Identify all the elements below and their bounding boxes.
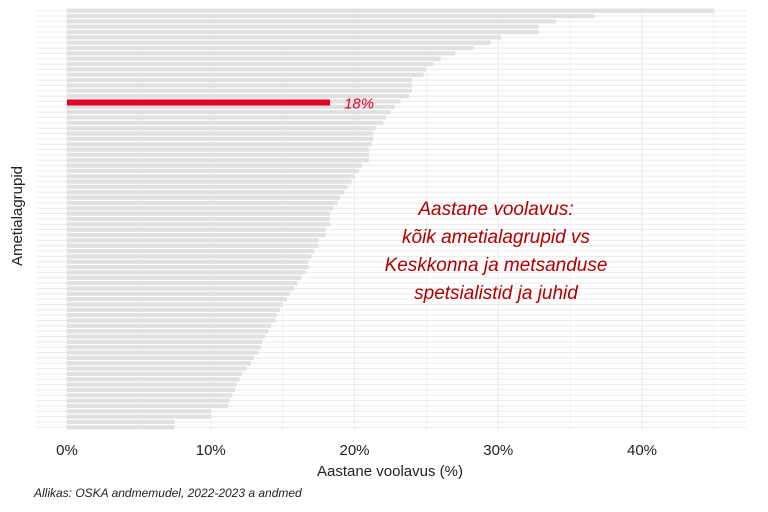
bar [67,393,233,398]
bar [67,254,312,259]
y-axis-label: Ametialagrupid [9,166,26,266]
bar [67,136,374,141]
bar [67,403,228,409]
bar [67,307,280,312]
bar [67,163,362,168]
annotation-line: spetsialistid ja juhid [414,283,579,304]
bar [67,313,277,318]
bar [67,147,369,152]
x-tick-label: 40% [627,442,657,459]
bar [67,29,539,35]
chart-annotation: Aastane voolavus: kõik ametialagrupid vs K… [385,199,608,304]
source-caption: Allikas: OSKA andmemudel, 2022-2023 a an… [34,486,302,500]
bar [67,323,272,328]
bar [67,227,326,232]
bar [67,120,384,125]
annotation-line: Aastane voolavus: [417,199,573,220]
bar [67,152,369,157]
bar [67,222,331,227]
highlight-bar [67,99,331,106]
bar [67,179,352,184]
bar [67,190,345,195]
bar [67,387,236,393]
bar [67,200,338,206]
bar [67,45,474,51]
bar [67,377,240,382]
bar [67,67,427,72]
bar [67,88,412,93]
bar [67,297,287,302]
bar [67,281,297,286]
bar [67,8,714,13]
bar [67,126,377,131]
bar [67,334,266,339]
bar [67,291,290,296]
annotation-line: kõik ametialagrupid vs [402,227,590,248]
bar [67,104,395,109]
x-tick-label: 0% [56,442,78,459]
x-tick-label: 30% [483,442,513,459]
bar [67,72,424,77]
bar [67,398,230,403]
bar [67,216,331,222]
bar [67,366,247,371]
bar [67,51,456,56]
bar [67,318,276,323]
bar [67,259,309,264]
bar [67,361,251,366]
bar [67,195,341,200]
bar [67,131,374,136]
bar [67,56,441,61]
chart-bars [67,8,714,430]
bar [67,19,556,24]
bar [67,409,211,414]
x-tick-label: 10% [196,442,226,459]
bar [67,115,387,120]
x-tick-label: 20% [339,442,369,459]
bar [67,174,355,179]
bar [67,110,391,115]
bar [67,238,319,243]
bar [67,345,262,350]
bar [67,350,259,355]
bar [67,264,309,270]
highlight-value-label: 18% [344,95,374,112]
bar [67,286,295,291]
x-axis-tick-labels: 0% 10% 20% 30% 40% [56,442,657,459]
bar [67,83,412,88]
bar [67,243,319,248]
bar [67,329,269,334]
bar [67,419,175,425]
bar [67,206,333,211]
bar [67,40,492,45]
bar [67,142,372,147]
bar [67,184,348,190]
bar [67,355,254,360]
bar [67,62,434,67]
annotation-line: Keskkonna ja metsanduse [385,255,608,276]
bar [67,371,243,376]
bar [67,35,502,40]
bar [67,414,211,419]
bar [67,339,263,344]
bar [67,24,539,29]
bar [67,425,175,430]
bar [67,302,283,307]
bar [67,13,595,19]
bar [67,382,237,387]
bar [67,78,412,83]
x-axis-label: Aastane voolavus (%) [317,463,463,480]
bar [67,168,359,174]
bar [67,94,410,99]
bar [67,248,315,254]
bar [67,275,302,280]
bar [67,232,326,238]
bar [67,158,369,163]
bar [67,270,306,275]
bar [67,211,331,216]
